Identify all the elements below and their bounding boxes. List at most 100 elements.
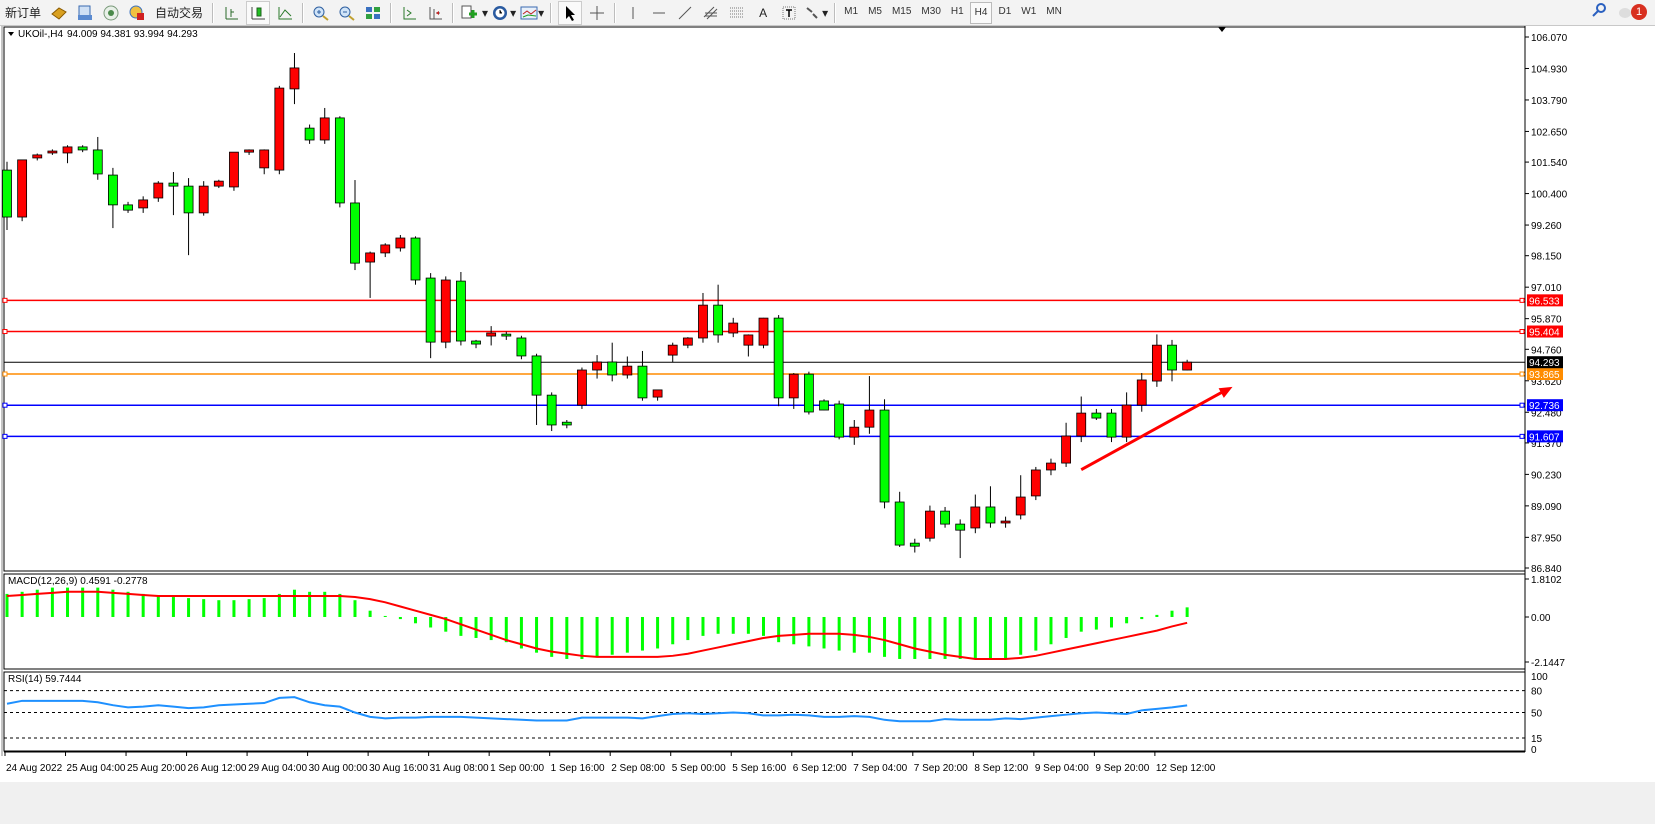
navigator-icon[interactable]: [48, 2, 70, 24]
chart-shift-icon[interactable]: [398, 2, 420, 24]
signals-icon[interactable]: [100, 2, 122, 24]
trendline-icon[interactable]: [674, 2, 696, 24]
price-tick-label: 90.230: [1531, 470, 1562, 481]
fibonacci-retracement-icon[interactable]: [726, 2, 748, 24]
price-tick-label: 89.090: [1531, 502, 1562, 513]
timeframe-bar: M1 M5 M15 M30 H1 H4 D1 W1 MN: [840, 1, 1066, 24]
chart-symbol-label: UKOil-,H4: [18, 29, 63, 40]
autoscroll-icon[interactable]: [424, 2, 446, 24]
macd-histogram-bar: [1064, 616, 1068, 638]
line-chart-icon[interactable]: [274, 2, 296, 24]
timeframe-w1[interactable]: W1: [1021, 6, 1037, 17]
candle: [1167, 339, 1177, 382]
candle-body: [622, 365, 633, 376]
macd-histogram-bar: [610, 616, 614, 655]
candle-body: [1106, 412, 1117, 438]
macd-histogram-bar: [247, 599, 251, 617]
candle: [955, 519, 966, 559]
zoom-out-icon[interactable]: [336, 2, 358, 24]
level-handle: [1519, 329, 1525, 335]
time-tick-label: 5 Sep 16:00: [732, 763, 786, 774]
timeframe-h1[interactable]: H1: [950, 6, 964, 17]
candle: [425, 273, 436, 359]
time-tick-label: 9 Sep 20:00: [1095, 763, 1149, 774]
candle: [501, 331, 512, 340]
macd-histogram-bar: [353, 600, 357, 617]
macd-histogram-bar: [580, 616, 584, 659]
horizontal-line-icon[interactable]: [648, 2, 670, 24]
timeframe-m5[interactable]: M5: [868, 6, 882, 17]
candle: [108, 167, 118, 229]
candle-body: [743, 334, 754, 346]
text-icon[interactable]: A: [759, 5, 768, 20]
timeframe-h4[interactable]: H4: [969, 1, 993, 24]
candle-body: [244, 149, 254, 153]
time-tick-label: 26 Aug 12:00: [188, 763, 247, 774]
notifications-button[interactable]: 1: [1619, 3, 1647, 20]
timeframe-d1[interactable]: D1: [998, 6, 1012, 17]
candle-body: [561, 421, 572, 426]
main-panel: [3, 26, 1526, 572]
macd-histogram-bar: [141, 593, 145, 617]
candle-body: [334, 117, 345, 204]
cursor-icon[interactable]: [558, 0, 583, 25]
candle-body: [183, 185, 194, 214]
data-window-icon[interactable]: [74, 2, 96, 24]
timeframe-m15[interactable]: M15: [891, 6, 912, 17]
chart-window[interactable]: 106.070 104.930 103.790 102.650 101.540 100.4…: [0, 26, 1655, 782]
price-tick-label: 97.010: [1531, 283, 1562, 294]
candle: [123, 201, 133, 213]
tile-windows-icon[interactable]: [362, 2, 384, 24]
price-tick-label: 92.480: [1531, 408, 1562, 419]
price-tick-label: 103.790: [1531, 96, 1568, 107]
periods-icon[interactable]: ▾: [492, 2, 516, 24]
candlestick-icon[interactable]: [246, 0, 271, 25]
arrows-icon[interactable]: ▾: [804, 2, 828, 24]
search-icon[interactable]: [1591, 2, 1607, 21]
macd-histogram-bar: [792, 616, 796, 645]
vertical-line-icon[interactable]: [622, 2, 644, 24]
candle: [47, 149, 58, 155]
crosshair-icon[interactable]: [586, 2, 608, 24]
candle-body: [486, 332, 497, 337]
price-tick-label: 102.650: [1531, 127, 1568, 138]
macd-histogram-bar: [595, 616, 599, 657]
macd-histogram-bar: [943, 616, 947, 659]
auto-trading-icon[interactable]: [126, 2, 148, 24]
candle-body: [531, 355, 542, 396]
candle: [743, 334, 754, 357]
text-label-icon[interactable]: [778, 2, 800, 24]
candle: [274, 85, 285, 175]
templates-icon[interactable]: ▾: [520, 2, 544, 24]
price-tick-label: 93.620: [1531, 377, 1562, 388]
timeframe-mn[interactable]: MN: [1046, 6, 1062, 17]
candle-body: [758, 317, 769, 346]
candle-body: [682, 337, 693, 346]
candle-body: [546, 394, 557, 426]
level-handle: [1519, 402, 1525, 408]
candle-body: [516, 337, 527, 357]
candle-body: [410, 237, 421, 281]
macd-histogram-bar: [762, 616, 765, 636]
candle-body: [198, 185, 209, 214]
candle: [2, 161, 12, 231]
fibonacci-channel-icon[interactable]: [700, 2, 722, 24]
toolbar: 新订单 自动交易 ▾ ▾ ▾ A ▾ M1 M5 M15 M30 H1 H4 D1 W1 MN …: [0, 0, 1655, 26]
candle-body: [1030, 469, 1041, 497]
candle-body: [1091, 412, 1102, 419]
candle-body: [728, 322, 739, 334]
timeframe-m1[interactable]: M1: [844, 6, 859, 17]
timeframe-m30[interactable]: M30: [921, 6, 941, 17]
bar-chart-icon[interactable]: [220, 2, 242, 24]
auto-trading-button[interactable]: 自动交易: [155, 6, 204, 20]
chart-canvas[interactable]: 106.070 104.930 103.790 102.650 101.540 100.4…: [0, 26, 1655, 782]
indicators-icon[interactable]: ▾: [460, 2, 488, 24]
level-handle: [1519, 371, 1525, 377]
trend-arrowhead: [1218, 386, 1233, 398]
macd-histogram-bar: [913, 616, 917, 659]
candle-body: [879, 409, 890, 503]
zoom-in-icon[interactable]: [310, 2, 332, 24]
rsi-tick-label: 15: [1531, 734, 1543, 745]
new-order-button[interactable]: 新订单: [5, 6, 42, 20]
candle: [92, 136, 103, 180]
